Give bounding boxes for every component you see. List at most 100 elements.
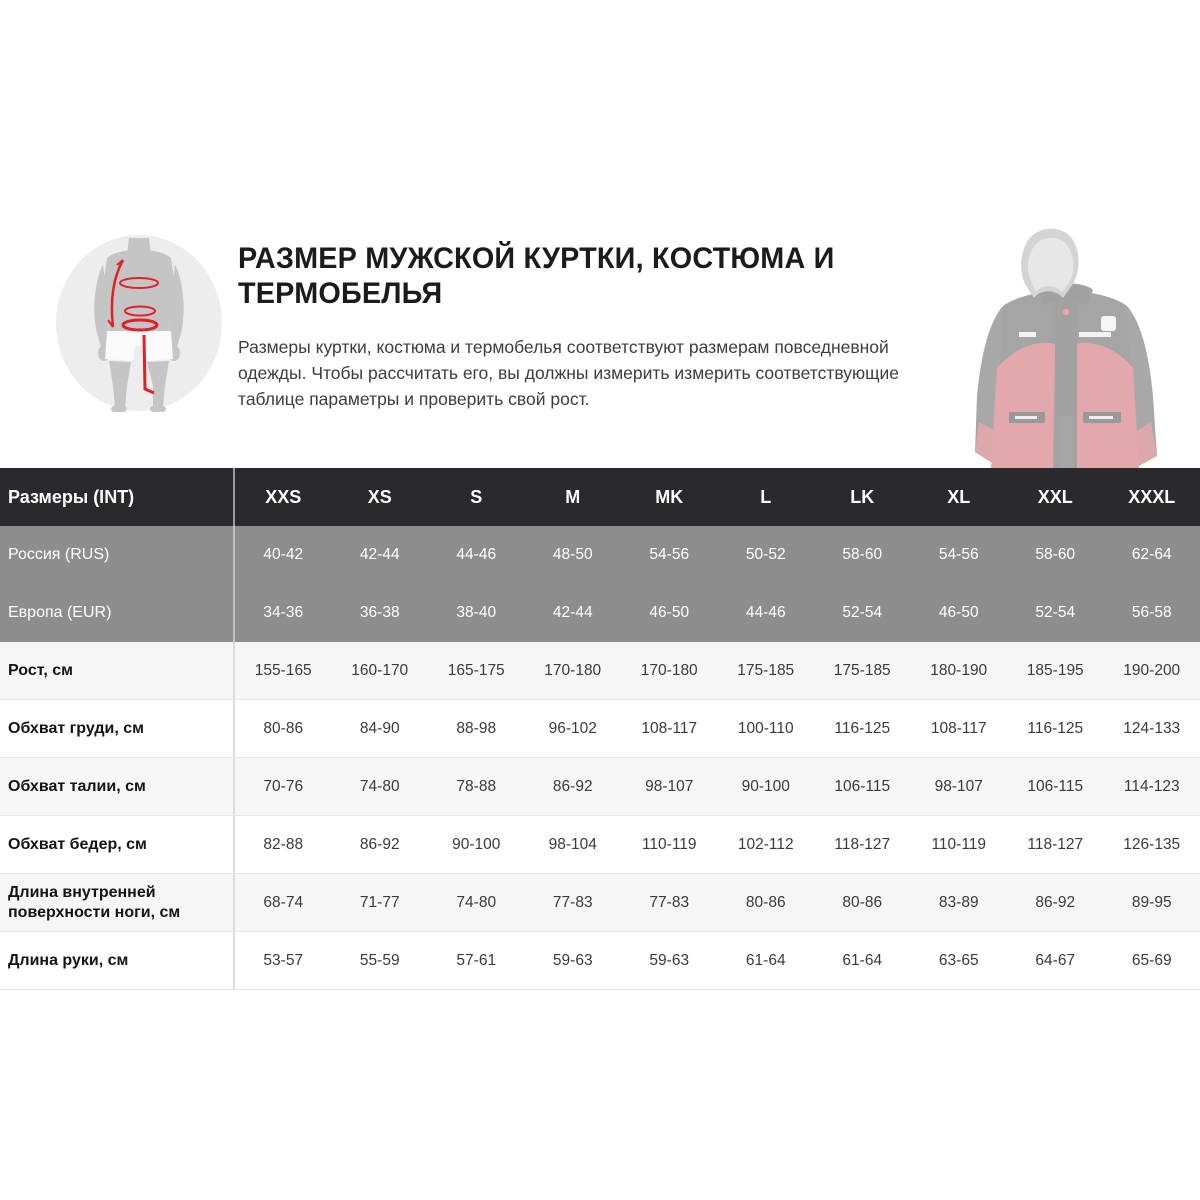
- table-cell: 53-57: [263, 951, 304, 969]
- table-cell: 100-110: [737, 719, 794, 737]
- table-cell: 62-64: [1131, 546, 1172, 563]
- row-label-height: Рост, см: [8, 661, 73, 679]
- table-cell: 54-56: [938, 546, 979, 563]
- row-label-waist: Обхват талии, см: [8, 777, 146, 795]
- table-cell: 74-80: [359, 777, 400, 795]
- size-table: Размеры (INT) XXS XS S M MK L LK XL XXL XXXL Росс…: [0, 468, 1200, 990]
- jacket-product-image: [975, 226, 1165, 468]
- table-cell: 88-98: [456, 719, 497, 737]
- table-cell: 90-100: [452, 835, 501, 853]
- row-cells: 40-42 42-44 44-46 48-50 54-56 50-52 58-60 54-56…: [233, 526, 1200, 584]
- table-cell: 57-61: [456, 951, 497, 969]
- table-cell: 83-89: [938, 893, 979, 911]
- table-cell: 77-83: [649, 893, 690, 911]
- table-cell: 36-38: [359, 604, 400, 621]
- table-cell: 65-69: [1131, 951, 1172, 969]
- intro-description: Размеры куртки, костюма и термобелья соо…: [238, 337, 900, 409]
- table-cell: 86-92: [359, 835, 400, 853]
- row-label-europe: Европа (EUR): [8, 604, 112, 621]
- table-row-arm-length: Длина руки, см 53-57 55-59 57-61 59-63 59-63…: [0, 932, 1200, 990]
- table-cell: 68-74: [263, 893, 304, 911]
- table-cell: 98-107: [645, 777, 694, 795]
- table-row-europe: Европа (EUR) 34-36 36-38 38-40 42-44 46-50 44…: [0, 584, 1200, 642]
- table-cell: 58-60: [1035, 546, 1076, 563]
- table-cell: 59-63: [552, 951, 593, 969]
- table-cell: 50-52: [745, 546, 786, 563]
- table-cell: 106-115: [834, 777, 891, 795]
- table-cell: 48-50: [552, 546, 593, 563]
- table-cell: 61-64: [842, 951, 883, 969]
- table-cell: 118-127: [834, 835, 891, 853]
- table-cell: 155-165: [254, 661, 312, 679]
- table-cell: 170-180: [544, 661, 602, 679]
- table-header-row: Размеры (INT) XXS XS S M MK L LK XL XXL XXXL: [0, 468, 1200, 526]
- intro-section: Размер мужской куртки, костюма и термобе…: [0, 0, 1200, 468]
- table-row-height: Рост, см 155-165 160-170 165-175 170-180 170…: [0, 642, 1200, 700]
- table-cell: 102-112: [737, 835, 794, 853]
- table-cell: 64-67: [1035, 951, 1076, 969]
- table-cell: 58-60: [842, 546, 883, 563]
- table-cell: 160-170: [351, 661, 409, 679]
- table-cell: 46-50: [649, 604, 690, 621]
- table-cell: 80-86: [263, 719, 304, 737]
- table-cell: 77-83: [552, 893, 593, 911]
- table-cell: 108-117: [641, 719, 698, 737]
- row-cells: 70-76 74-80 78-88 86-92 98-107 90-100 106-115 9…: [233, 758, 1200, 815]
- row-cells: 82-88 86-92 90-100 98-104 110-119 102-112 118-…: [233, 816, 1200, 873]
- header-cells: XXS XS S M MK L LK XL XXL XXXL: [233, 468, 1200, 526]
- table-cell: 126-135: [1123, 835, 1181, 853]
- row-label-russia: Россия (RUS): [8, 546, 110, 563]
- table-row-waist: Обхват талии, см 70-76 74-80 78-88 86-92 98-…: [0, 758, 1200, 816]
- table-cell: 54-56: [649, 546, 690, 563]
- table-cell: M: [565, 486, 581, 507]
- table-cell: L: [760, 486, 772, 507]
- table-cell: 82-88: [263, 835, 304, 853]
- body-measurement-icon: [56, 235, 222, 413]
- table-cell: MK: [655, 486, 684, 507]
- table-cell: 90-100: [741, 777, 790, 795]
- table-cell: 55-59: [359, 951, 400, 969]
- table-cell: 114-123: [1123, 777, 1180, 795]
- table-cell: XS: [367, 486, 392, 507]
- table-cell: 42-44: [552, 604, 593, 621]
- table-cell: 38-40: [456, 604, 497, 621]
- table-cell: LK: [850, 486, 875, 507]
- table-cell: 110-119: [641, 835, 697, 853]
- table-cell: XXL: [1037, 486, 1073, 507]
- table-cell: 116-125: [1027, 719, 1084, 737]
- table-cell: 46-50: [938, 604, 979, 621]
- table-cell: 96-102: [548, 719, 597, 737]
- table-cell: 74-80: [456, 893, 497, 911]
- jacket-icon: [975, 228, 1157, 468]
- table-cell: S: [470, 486, 483, 507]
- table-row-inner-leg: Длина внутренней поверхности ноги, см 68…: [0, 874, 1200, 932]
- table-cell: 40-42: [263, 546, 304, 563]
- table-cell: 106-115: [1027, 777, 1084, 795]
- table-row-hips: Обхват бедер, см 82-88 86-92 90-100 98-104 1…: [0, 816, 1200, 874]
- table-cell: 116-125: [834, 719, 891, 737]
- table-cell: XXS: [265, 486, 302, 507]
- body-measurement-diagram: [55, 234, 223, 413]
- table-cell: 86-92: [1035, 893, 1076, 911]
- table-cell: 80-86: [745, 893, 786, 911]
- table-row-russia: Россия (RUS) 40-42 42-44 44-46 48-50 54-56 50…: [0, 526, 1200, 584]
- row-cells: 34-36 36-38 38-40 42-44 46-50 44-46 52-54 46-50…: [233, 584, 1200, 642]
- table-cell: 110-119: [931, 835, 987, 853]
- row-cells: 68-74 71-77 74-80 77-83 77-83 80-86 80-86 83-89…: [233, 874, 1200, 931]
- row-label-chest: Обхват груди, см: [8, 719, 144, 737]
- row-cells: 53-57 55-59 57-61 59-63 59-63 61-64 61-64 63-65…: [233, 932, 1200, 989]
- table-cell: 185-195: [1026, 661, 1084, 679]
- table-cell: 70-76: [263, 777, 304, 795]
- table-cell: 42-44: [359, 546, 400, 563]
- row-label-sizes-int: Размеры (INT): [8, 486, 135, 507]
- table-cell: 165-175: [447, 661, 505, 679]
- table-cell: 84-90: [359, 719, 400, 737]
- table-cell: 98-107: [934, 777, 983, 795]
- table-cell: 34-36: [263, 604, 304, 621]
- table-cell: 78-88: [456, 777, 497, 795]
- table-cell: 71-77: [359, 893, 400, 911]
- table-cell: 61-64: [745, 951, 786, 969]
- table-cell: 59-63: [649, 951, 690, 969]
- table-cell: 118-127: [1027, 835, 1084, 853]
